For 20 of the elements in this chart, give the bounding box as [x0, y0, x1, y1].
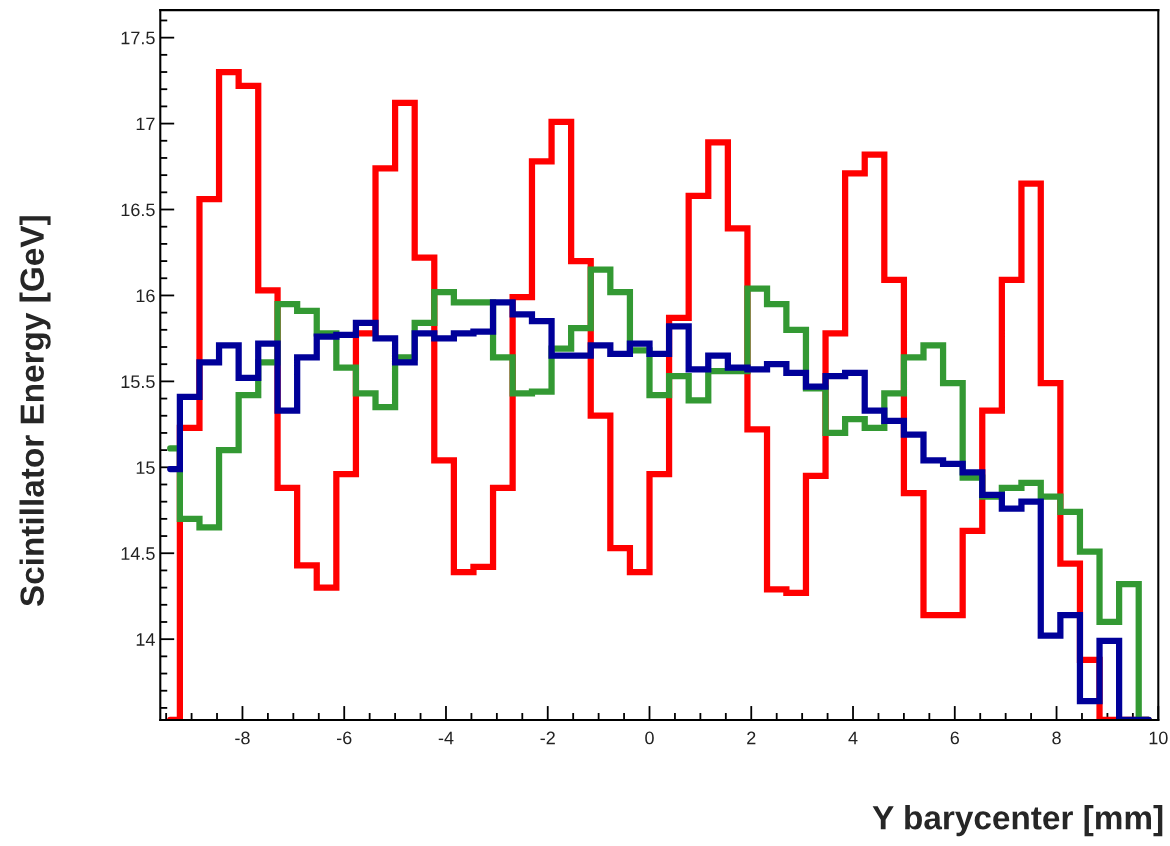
x-axis-title: Y barycenter [mm]: [872, 805, 1163, 837]
y-tick-label: 16.5: [121, 203, 155, 217]
x-tick-label: 4: [848, 731, 858, 745]
x-tick-label: -2: [540, 731, 555, 745]
x-tick-label: 8: [1052, 731, 1061, 745]
y-tick-label: 17: [136, 117, 155, 131]
x-tick-label: -6: [337, 731, 352, 745]
x-tick-label: 0: [645, 731, 654, 745]
y-tick-label: 14: [136, 633, 155, 646]
y-tick-label: 15.5: [121, 375, 155, 389]
y-tick-label: 17.5: [121, 31, 155, 45]
x-tick-label: 6: [950, 731, 960, 745]
x-tick-label: 10: [1149, 731, 1168, 745]
x-tick-label: -8: [235, 731, 250, 745]
y-tick-label: 14.5: [121, 547, 155, 560]
x-tick-label: -4: [438, 731, 454, 745]
x-tick-label: 2: [747, 731, 756, 745]
y-tick-label: 15: [136, 461, 155, 475]
y-axis-title: Scintillator Energy [GeV]: [19, 216, 51, 607]
y-tick-label: 16: [136, 289, 155, 303]
